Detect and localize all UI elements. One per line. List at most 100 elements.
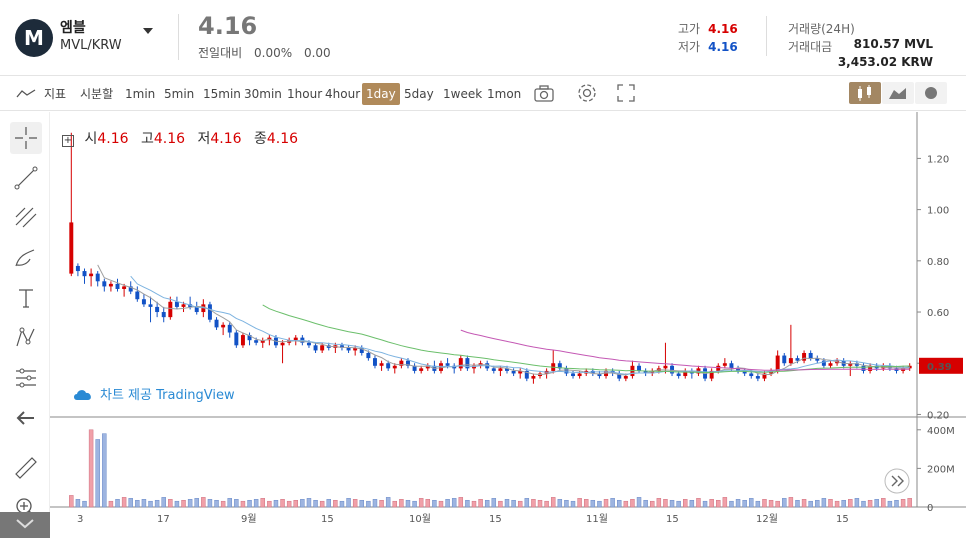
volume-bar: [102, 433, 107, 508]
prediction-tool[interactable]: [10, 362, 42, 394]
candle: [122, 286, 127, 289]
candle: [359, 347, 364, 353]
pair-dropdown-icon[interactable]: [143, 28, 153, 34]
time-tick-label: 15: [836, 514, 849, 525]
candle: [821, 360, 826, 366]
candle: [135, 291, 140, 300]
price-chart[interactable]: 1.201.000.800.600.400.20400M200M00.39317…: [50, 112, 966, 538]
candle: [749, 373, 754, 377]
back-arrow-icon: [16, 411, 34, 425]
interval-5min[interactable]: 5min: [164, 87, 195, 101]
volume-bar: [458, 497, 464, 508]
candle: [716, 365, 721, 371]
candle: [868, 365, 873, 371]
volume-bar: [782, 498, 787, 508]
back-button[interactable]: [10, 402, 42, 434]
ruler-icon: [15, 457, 37, 479]
candle: [254, 340, 259, 343]
indicator-button[interactable]: 지표: [44, 87, 67, 101]
tradingview-watermark[interactable]: 차트 제공 TradingView: [72, 384, 235, 403]
volume-bar: [432, 499, 437, 508]
volume-bar: [346, 498, 351, 508]
volume-bar: [702, 500, 708, 508]
volume-bar: [399, 499, 404, 508]
area-style-button[interactable]: [882, 82, 914, 104]
ma30-line: [262, 304, 910, 374]
volume-bar: [326, 499, 331, 508]
volume-bar: [478, 499, 483, 508]
text-tool[interactable]: [10, 282, 42, 314]
interval-1mon[interactable]: 1mon: [487, 87, 522, 101]
candle: [458, 358, 463, 369]
depth-style-button[interactable]: [915, 82, 947, 104]
fullscreen-icon[interactable]: [617, 84, 635, 102]
volume-bar: [801, 499, 807, 508]
gear-icon[interactable]: [576, 82, 598, 104]
interval-15min[interactable]: 15min: [203, 87, 241, 101]
volume-bar: [491, 498, 497, 508]
interval-1hour[interactable]: 1hour: [287, 87, 323, 101]
volume-bar: [511, 499, 516, 508]
high-stat: 고가 4.16: [678, 22, 738, 36]
volume-bar: [128, 498, 133, 508]
interval-1day[interactable]: 1day: [362, 83, 400, 105]
pattern-tool[interactable]: [10, 322, 42, 354]
candle: [168, 301, 173, 318]
volume-bar: [742, 499, 747, 508]
sidebar-collapse[interactable]: [0, 512, 50, 538]
candle: [75, 265, 80, 272]
candle: [406, 360, 410, 366]
volume-bar: [75, 499, 81, 508]
drawing-toolbar: [0, 112, 50, 538]
camera-icon[interactable]: [533, 83, 555, 103]
candle: [775, 355, 780, 371]
interval-4hour[interactable]: 4hour: [325, 87, 361, 101]
fib-tool[interactable]: [10, 202, 42, 234]
volume-bar: [570, 500, 576, 508]
candle: [670, 365, 675, 374]
price-tick-label: 0.80: [927, 257, 949, 268]
trend-line-tool[interactable]: [10, 162, 42, 194]
crosshair-tool[interactable]: [10, 122, 42, 154]
volume-bar: [451, 498, 457, 508]
candle: [676, 373, 681, 377]
interval-1min[interactable]: 1min: [125, 87, 156, 101]
volume-bar: [722, 497, 728, 508]
line-chart-icon[interactable]: [16, 88, 36, 100]
brush-icon: [15, 249, 35, 267]
expand-icon[interactable]: +: [62, 135, 74, 147]
candle: [683, 370, 688, 377]
interval-1week[interactable]: 1week: [443, 87, 483, 101]
last-price-label: 0.39: [927, 362, 952, 373]
volume-bar: [716, 499, 721, 508]
candle: [115, 283, 120, 289]
candle: [102, 281, 107, 287]
candle: [141, 299, 146, 305]
brush-tool[interactable]: [10, 242, 42, 274]
volume-bar: [445, 499, 450, 508]
candle: [564, 368, 569, 374]
volume-bar: [603, 499, 609, 508]
candle: [571, 373, 575, 377]
candle-style-button[interactable]: [849, 82, 881, 104]
volume-bar: [247, 499, 252, 508]
volume-bar: [517, 500, 523, 508]
volume-bar: [907, 498, 912, 508]
trend-line-icon: [14, 166, 38, 190]
ruler-tool[interactable]: [10, 452, 42, 484]
scroll-right-arrow: [891, 475, 904, 487]
interval-30min[interactable]: 30min: [244, 87, 282, 101]
interval-5day[interactable]: 5day: [404, 87, 434, 101]
volume-bar: [154, 499, 160, 508]
volume-bar: [537, 499, 543, 508]
volume-bar: [498, 500, 503, 508]
candle: [742, 370, 747, 374]
candle: [531, 376, 536, 379]
candle: [214, 319, 219, 328]
candle: [637, 365, 642, 371]
candle: [174, 301, 179, 307]
candle: [161, 312, 166, 318]
ohlc-legend: + 시4.16 고4.16 저4.16 종4.16: [62, 131, 299, 147]
time-split-button[interactable]: 시분할: [80, 87, 114, 101]
low-stat: 저가 4.16: [678, 40, 738, 54]
